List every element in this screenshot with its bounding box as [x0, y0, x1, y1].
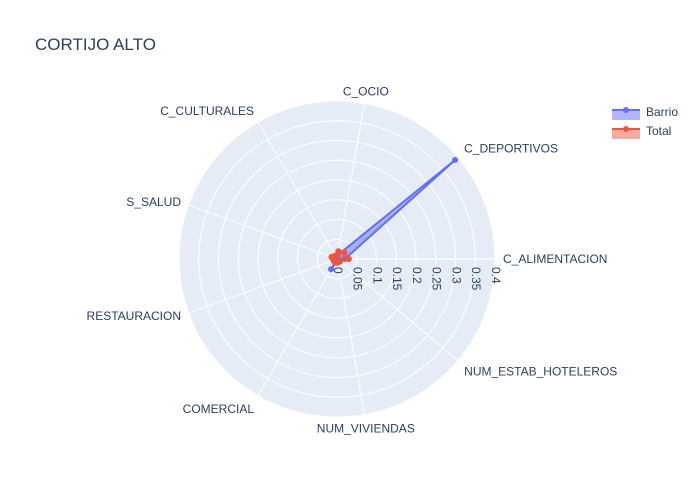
radial-tick-label: 0.1 [370, 267, 384, 284]
spoke-c_culturales [257, 121, 338, 260]
chart-title: CORTIJO ALTO [35, 35, 156, 54]
category-label-num_estab_hoteleros: NUM_ESTAB_HOTELEROS [464, 365, 617, 379]
spoke-s_salud [188, 204, 338, 260]
category-label-num_viviendas: NUM_VIVIENDAS [317, 421, 415, 435]
legend-item-barrio[interactable]: Barrio [612, 105, 678, 120]
category-labels: C_ALIMENTACION C_DEPORTIVOS C_OCIO C_CULTUR… [87, 85, 618, 436]
radial-tick-label: 0.35 [469, 267, 483, 291]
spoke-comercial [257, 258, 338, 397]
data-point-barrio-comercial [328, 266, 335, 273]
legend-swatch [612, 129, 640, 139]
category-label-c_alimentacion: C_ALIMENTACION [503, 252, 607, 266]
legend-label: Total [646, 124, 671, 138]
category-label-c_deportivos: C_DEPORTIVOS [464, 141, 558, 155]
legend[interactable]: Barrio Total [612, 105, 678, 139]
spoke-num_estab_hoteleros [336, 258, 459, 361]
data-point-barrio-c_deportivos [452, 156, 459, 163]
radial-tick-label: 0.15 [390, 267, 404, 291]
category-label-c_culturales: C_CULTURALES [160, 104, 254, 118]
spoke-c_ocio [336, 103, 365, 260]
radial-tick-label: 0.05 [351, 267, 365, 291]
data-point-total-c_deportivos [341, 249, 348, 256]
radial-tick-label: 0.3 [449, 267, 463, 284]
legend-marker [623, 126, 629, 132]
radial-tick-label: 0.4 [489, 267, 503, 284]
data-point-total-c_alimentacion [345, 256, 352, 262]
legend-label: Barrio [646, 105, 678, 119]
category-label-comercial: COMERCIAL [183, 402, 255, 416]
spoke-num_viviendas [336, 258, 365, 415]
radial-tick-label: 0.25 [430, 267, 444, 291]
series-layer [328, 156, 459, 273]
spoke-restauracion [188, 258, 338, 314]
category-label-c_ocio: C_OCIO [343, 85, 389, 99]
category-label-restauracion: RESTAURACION [87, 309, 181, 323]
radial-tick-label: 0.2 [410, 267, 424, 284]
legend-swatch [612, 110, 640, 120]
radial-tick-labels: 0 0.05 0.1 0.15 0.2 0.25 0.3 0.35 0.4 [331, 267, 503, 291]
category-label-s_salud: S_SALUD [126, 195, 181, 209]
legend-item-total[interactable]: Total [612, 124, 671, 139]
data-point-total-c_ocio [335, 248, 342, 255]
radial-tick-label: 0 [331, 267, 345, 274]
data-point-total-num_estab_hoteleros [337, 258, 344, 265]
legend-marker [623, 107, 629, 113]
